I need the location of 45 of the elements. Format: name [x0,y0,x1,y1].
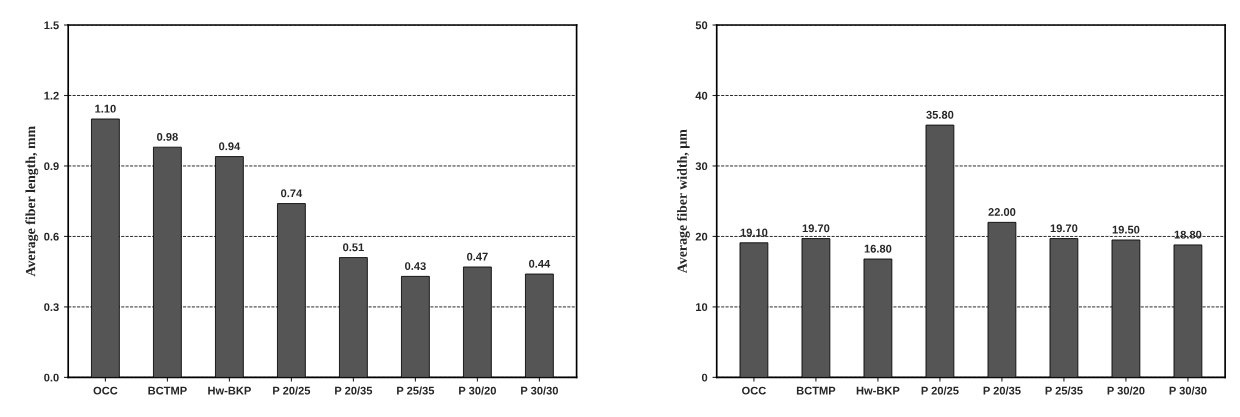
data-label: 0.51 [343,243,364,252]
y-tick-label: 1.5 [44,21,59,30]
y-tick-label: 0.3 [44,303,59,312]
data-label: 19.70 [802,224,830,233]
y-tick-label: 1.2 [44,91,59,100]
y-axis-title: Average fiber width, µm [676,129,690,274]
y-tick-label: 40 [695,91,708,100]
data-label: 22.00 [988,208,1016,216]
x-tick-label: BCTMP [796,386,836,395]
y-tick-label: 0.0 [44,373,59,382]
x-tick-label: P 30/20 [1107,386,1145,395]
x-tick-label: P 25/35 [397,386,435,395]
x-tick-label: BCTMP [148,386,187,395]
y-tick-label: 30 [695,162,708,171]
data-label: 0.98 [157,132,178,141]
data-label: 35.80 [926,110,954,119]
y-tick-label: 0.6 [44,232,59,241]
data-label: 0.94 [219,142,241,151]
x-tick-label: P 30/30 [1169,386,1207,395]
y-axis-title: Average fiber length, mm [25,126,39,277]
y-tick-label: 0.9 [44,162,59,171]
x-tick-label: Hw-BKP [856,386,900,395]
data-label: 0.47 [467,252,488,261]
x-tick-label: P 30/30 [521,386,558,395]
x-tick-label: OCC [742,386,766,395]
y-tick-label: 20 [695,232,708,241]
data-label: 1.10 [95,104,116,113]
data-label: 19.10 [740,228,768,237]
data-label: 16.80 [864,244,892,253]
x-tick-label: P 20/35 [983,386,1021,395]
data-label: 19.70 [1050,224,1078,233]
x-tick-label: Hw-BKP [208,386,251,395]
x-tick-label: P 20/25 [921,386,959,395]
y-tick-label: 0 [701,373,708,382]
data-label: 0.44 [529,259,551,268]
y-tick-label: 50 [695,21,708,30]
x-tick-label: OCC [93,386,118,395]
data-label: 19.50 [1112,225,1140,234]
x-tick-label: P 30/20 [459,386,496,395]
data-label: 0.74 [281,189,303,198]
x-tick-label: P 20/25 [273,386,311,395]
y-tick-label: 10 [696,303,708,312]
x-tick-label: P 25/35 [1045,386,1083,395]
x-tick-label: P 20/35 [335,386,373,395]
data-label: 0.43 [405,262,426,271]
